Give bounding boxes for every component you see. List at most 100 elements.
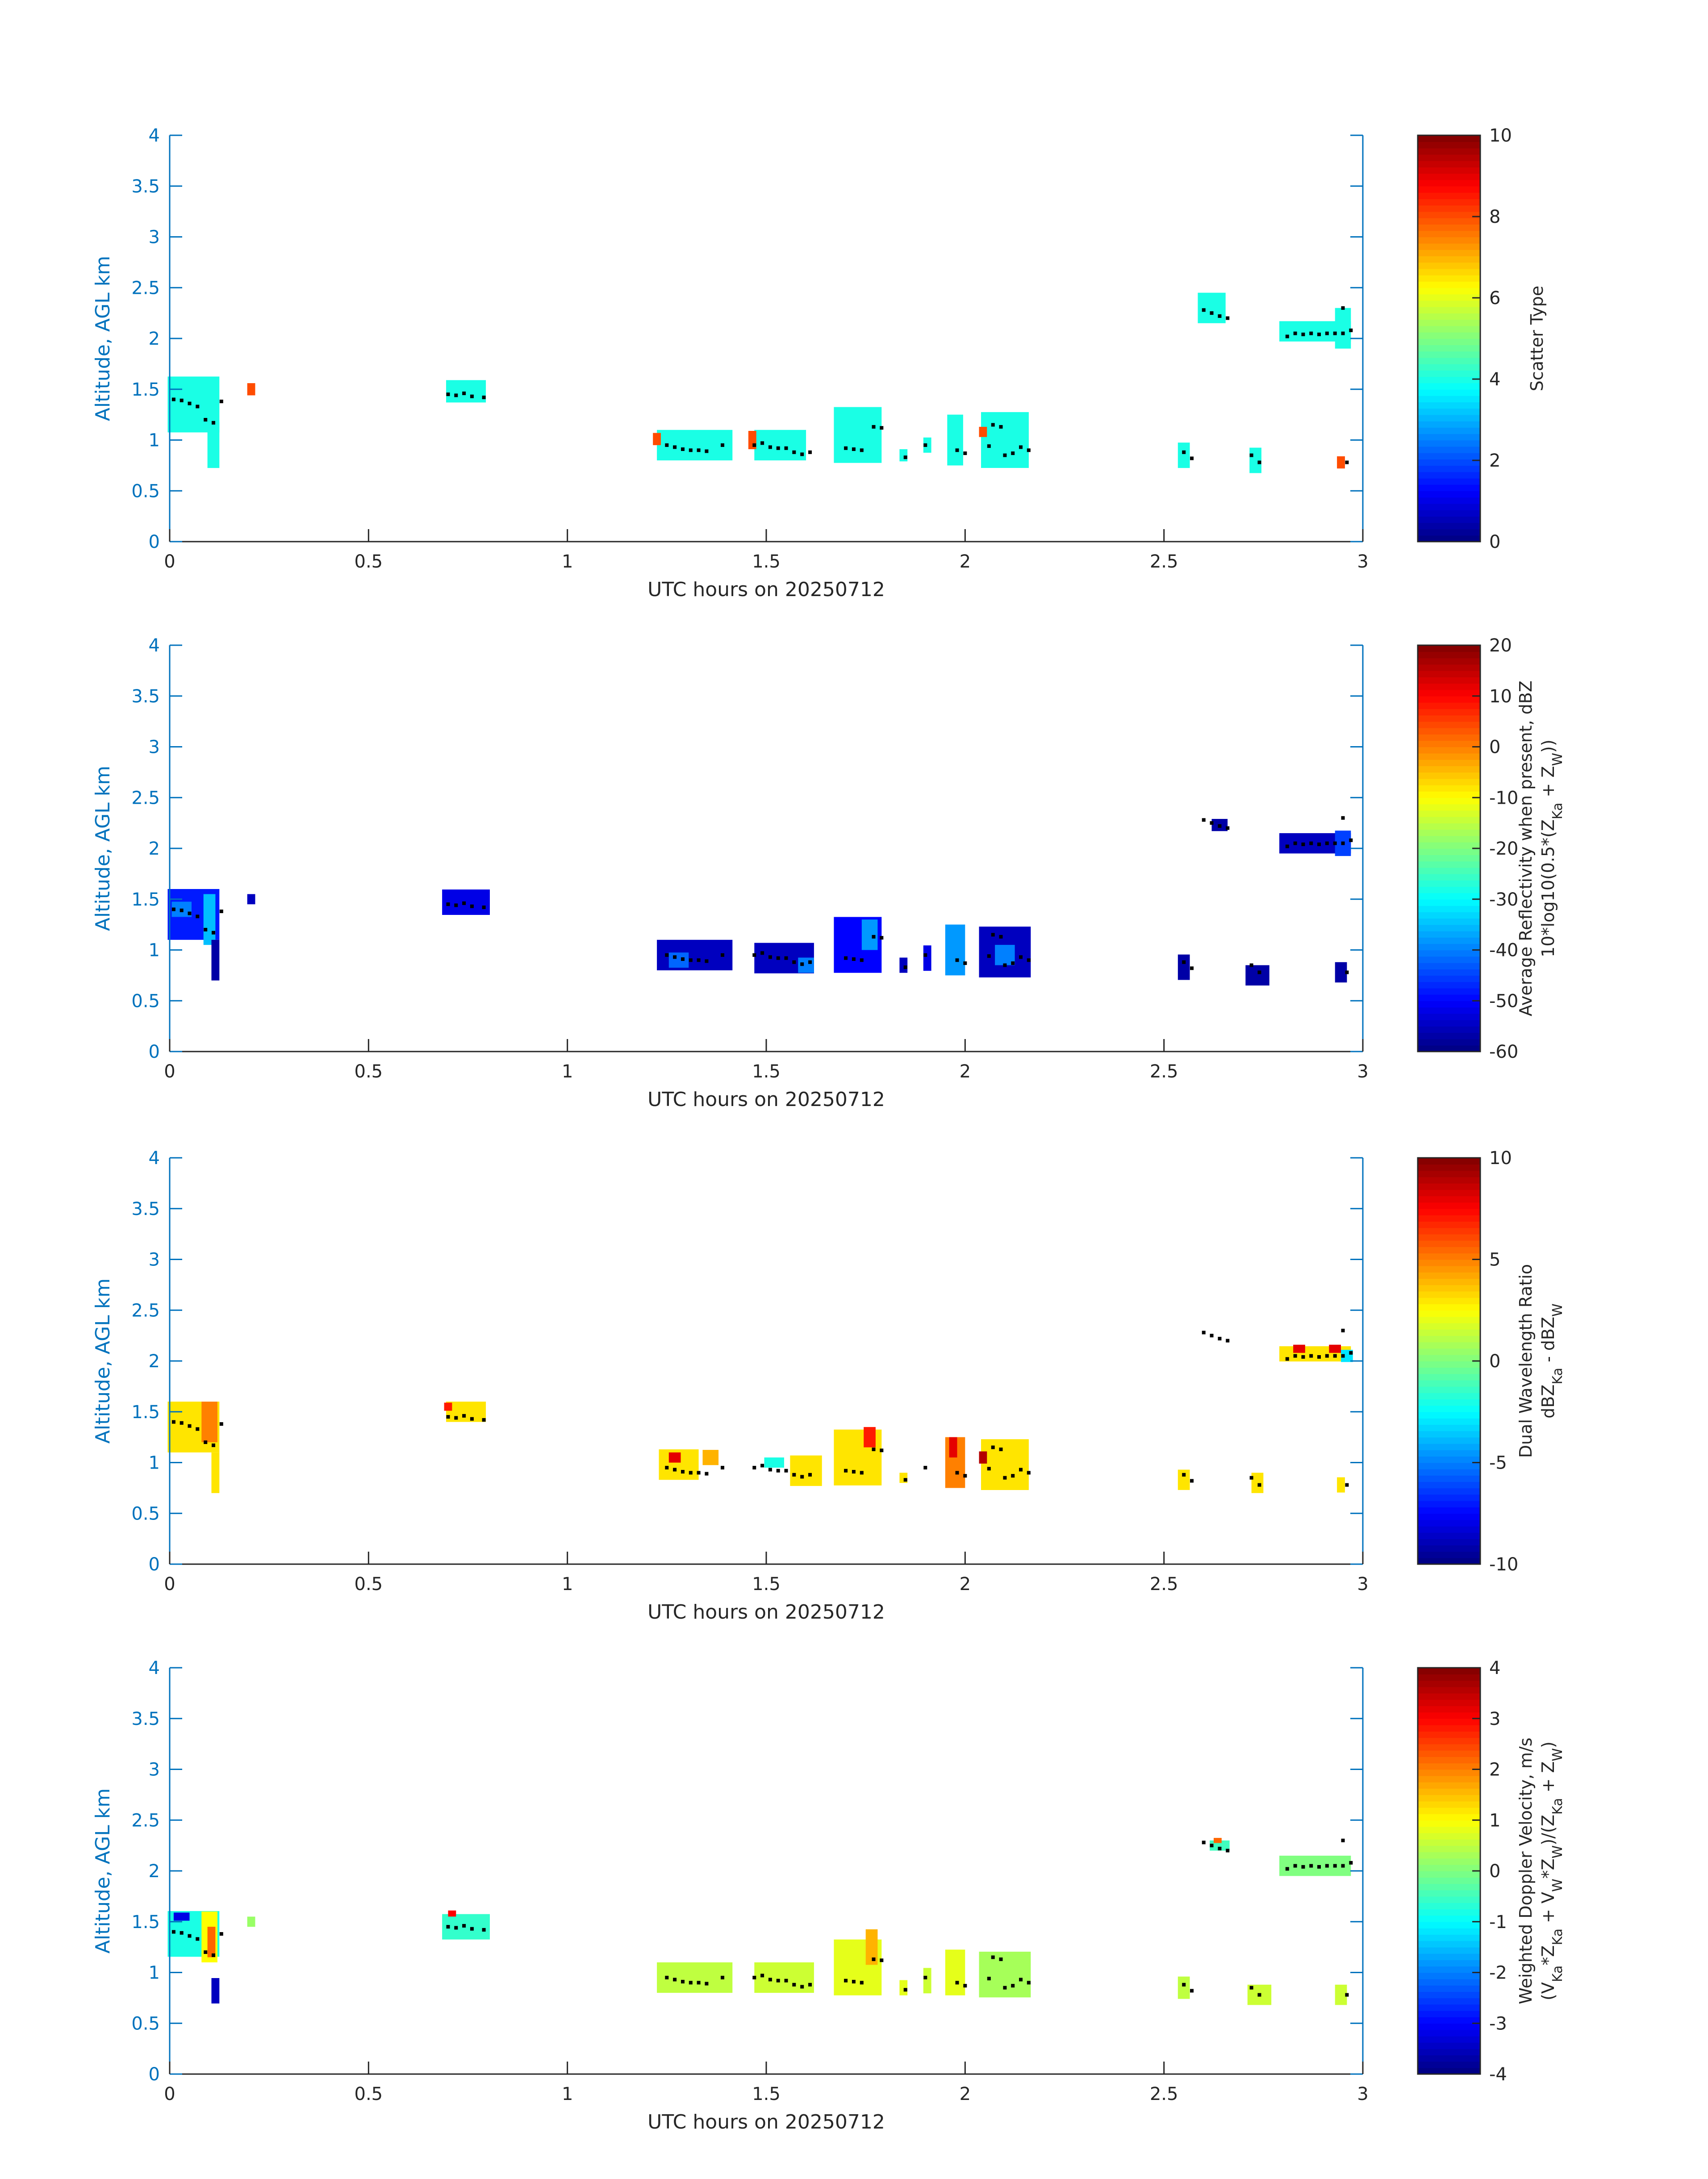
colorbar-segment [1418, 1972, 1480, 1979]
colorbar-segment [1418, 810, 1480, 817]
overlay-point [903, 1478, 907, 1482]
overlay-point [1202, 1841, 1206, 1845]
overlay-point [999, 935, 1003, 939]
colorbar-segment [1418, 1877, 1480, 1884]
overlay-point [219, 400, 223, 403]
overlay-point [903, 455, 907, 459]
colorbar-segment [1418, 734, 1480, 741]
overlay-point [697, 1471, 701, 1475]
overlay-point [1345, 970, 1349, 974]
colorbar-segment [1418, 1342, 1480, 1349]
colorbar-segment [1418, 2010, 1480, 2017]
colorbar-segment [1418, 1718, 1480, 1725]
colorbar-segment [1418, 211, 1480, 218]
overlay-point [1249, 1476, 1253, 1480]
overlay-point [784, 1469, 788, 1473]
y-tick-label: 2 [149, 329, 160, 349]
overlay-point [1257, 970, 1261, 974]
colorbar-segment [1418, 522, 1480, 530]
colorbar-segment [1418, 867, 1480, 874]
overlay-point [446, 1925, 450, 1929]
colorbar-segment [1418, 1310, 1480, 1317]
overlay-point [923, 1975, 927, 1979]
y-tick-label: 3 [149, 227, 160, 248]
colorbar-segment [1418, 651, 1480, 659]
overlay-point [872, 935, 876, 939]
overlay-point [446, 1415, 450, 1419]
heatmap-cell [1293, 1344, 1305, 1353]
overlay-point [923, 1465, 927, 1469]
overlay-point [454, 1416, 458, 1420]
colorbar-segment [1418, 351, 1480, 358]
overlay-point [1249, 1986, 1253, 1990]
overlay-point [1226, 826, 1230, 830]
overlay-point [454, 1926, 458, 1930]
overlay-point [454, 393, 458, 397]
colorbar-segment [1418, 1686, 1480, 1694]
heatmap-cell [923, 945, 931, 971]
colorbar-segment [1418, 135, 1480, 142]
colorbar-segment [1418, 1026, 1480, 1033]
colorbar-segment [1418, 383, 1480, 390]
colorbar-segment [1418, 1782, 1480, 1789]
colorbar-segment [1418, 1928, 1480, 1935]
y-tick-label: 4 [149, 1658, 160, 1678]
overlay-point [800, 1475, 804, 1479]
colorbar-segment [1418, 1329, 1480, 1336]
colorbar-segment [1418, 1763, 1480, 1770]
colorbar-segment [1418, 1323, 1480, 1330]
overlay-point [852, 1470, 856, 1474]
overlay-point [1309, 1354, 1313, 1358]
colorbar-segment [1418, 873, 1480, 881]
heatmap-cell [207, 422, 220, 468]
colorbar-segment [1418, 1507, 1480, 1514]
overlay-point [1003, 1476, 1007, 1480]
subplot-1: 0 0.5 1 1.5 2 2.5 3 3.5 4 0 0.5 1 1.5 2 2.5 3 UTC hours … [92, 125, 1547, 601]
overlay-point [673, 1978, 677, 1982]
overlay-point [705, 1472, 709, 1476]
colorbar-segment [1418, 975, 1480, 982]
y-tick-label: 4 [149, 125, 160, 146]
colorbar-segment [1418, 389, 1480, 396]
overlay-point [844, 1979, 848, 1983]
heatmap-cell [1279, 1855, 1351, 1876]
colorbar-segment [1418, 1557, 1480, 1565]
x-axis-label: UTC hours on 20250712 [647, 2111, 885, 2133]
x-tick-label: 0 [164, 1574, 175, 1595]
colorbar-segment [1418, 1265, 1480, 1273]
y-tick-label: 1 [149, 1453, 160, 1474]
heatmap-cell [446, 1402, 486, 1422]
overlay-point [955, 448, 959, 452]
x-tick-label: 1 [562, 1574, 573, 1595]
colorbar-segment [1418, 1488, 1480, 1495]
overlay-point [446, 392, 450, 397]
overlay-point [482, 1928, 486, 1932]
overlay-point [1019, 955, 1023, 959]
y-tick-label: 1 [149, 430, 160, 451]
colorbar-segment [1418, 1475, 1480, 1482]
y-axis-label: Altitude, AGL km [92, 1788, 114, 1954]
overlay-point [768, 955, 772, 959]
heatmap-cell [247, 894, 255, 905]
overlay-point [705, 449, 709, 453]
y-ticks: 0 0.5 1 1.5 2 2.5 3 3.5 4 [131, 635, 1363, 1062]
colorbar-segment [1418, 1903, 1480, 1910]
colorbar-segment [1418, 962, 1480, 969]
overlay-point [705, 1982, 709, 1986]
heatmap-cell [1178, 1976, 1190, 1999]
y-tick-label: 3.5 [131, 1709, 160, 1729]
colorbar-segment [1418, 1724, 1480, 1732]
overlay-point [188, 401, 192, 405]
overlay-point [991, 423, 995, 427]
colorbar-segment [1418, 1896, 1480, 1903]
x-tick-label: 0.5 [355, 1574, 383, 1595]
x-tick-label: 2.5 [1150, 1061, 1178, 1082]
colorbar-segment [1418, 1921, 1480, 1929]
colorbar-segment [1418, 1839, 1480, 1846]
colorbar-segment [1418, 1297, 1480, 1304]
colorbar-segment [1418, 199, 1480, 206]
heatmap-cell [668, 1452, 681, 1463]
colorbar-label: (VKa*ZKa + VW*ZW)/(ZKa + ZW) [1538, 1741, 1566, 2000]
colorbar-segment [1418, 1960, 1480, 1967]
